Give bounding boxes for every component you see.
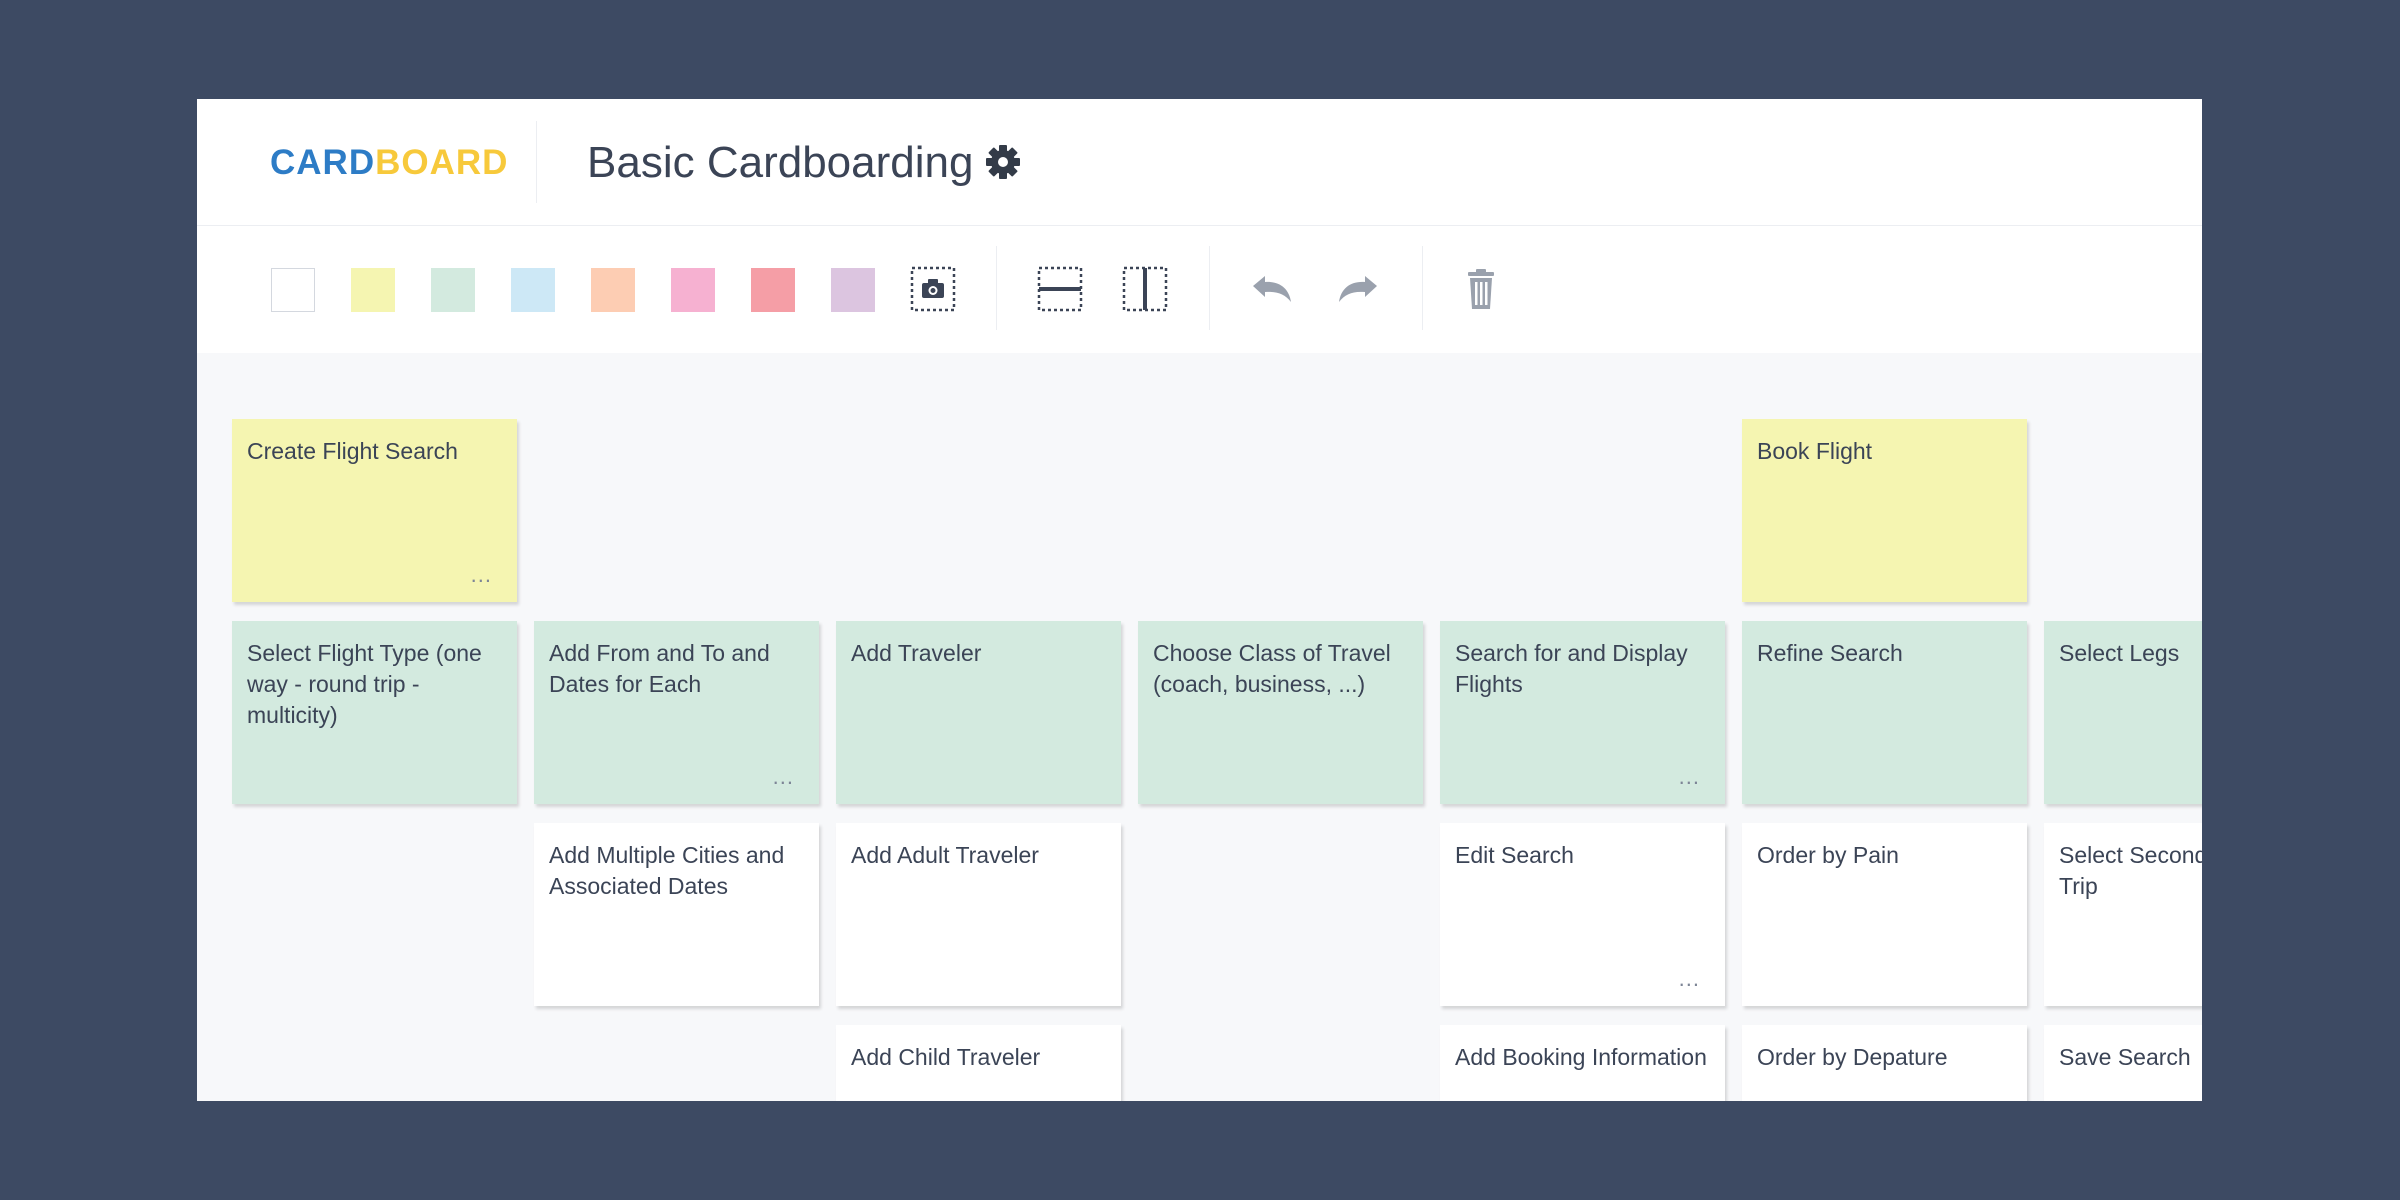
swatch-blue[interactable]	[511, 268, 555, 312]
undo-icon[interactable]	[1247, 264, 1297, 314]
card-text: Edit Search	[1455, 842, 1574, 868]
swatch-orange[interactable]	[591, 268, 635, 312]
swatch-purple[interactable]	[831, 268, 875, 312]
logo-part-board: BOARD	[375, 143, 509, 182]
story-card[interactable]: Edit Search...	[1440, 823, 1725, 1006]
gear-icon[interactable]	[984, 143, 1022, 181]
swatch-yellow[interactable]	[351, 268, 395, 312]
story-card[interactable]: Select Flight Type (one way - round trip…	[232, 621, 517, 804]
card-text: Add Adult Traveler	[851, 842, 1039, 868]
header-divider	[536, 121, 537, 203]
story-card[interactable]: Book Flight	[1742, 419, 2027, 602]
story-card[interactable]: Choose Class of Travel (coach, business,…	[1138, 621, 1423, 804]
card-text: Book Flight	[1757, 438, 1873, 464]
logo-part-card: CARD	[270, 143, 376, 182]
story-card[interactable]: Add Traveler	[836, 621, 1121, 804]
card-text: Create Flight Search	[247, 438, 458, 464]
swatch-green[interactable]	[431, 268, 475, 312]
card-text: Add Multiple Cities and Associated Dates	[549, 842, 785, 899]
insert-column-icon[interactable]	[1120, 264, 1170, 314]
card-text: Add From and To and Dates for Each	[549, 640, 770, 697]
card-more-button[interactable]: ...	[772, 764, 794, 789]
redo-icon[interactable]	[1333, 264, 1383, 314]
story-card[interactable]: Add Child Traveler	[836, 1025, 1121, 1101]
story-card[interactable]: Search for and Display Flights...	[1440, 621, 1725, 804]
story-card[interactable]: Add From and To and Dates for Each...	[534, 621, 819, 804]
story-card[interactable]: Order by Pain	[1742, 823, 2027, 1006]
story-card[interactable]: Add Adult Traveler	[836, 823, 1121, 1006]
toolbar-divider	[996, 246, 997, 330]
toolbar-divider	[1422, 246, 1423, 330]
story-card[interactable]: Order by Depature	[1742, 1025, 2027, 1101]
story-card[interactable]: Add Multiple Cities and Associated Dates	[534, 823, 819, 1006]
story-card[interactable]: Refine Search	[1742, 621, 2027, 804]
card-text: Save Search	[2059, 1044, 2191, 1070]
cardboard-app: CARDBOARD Basic Cardboarding	[197, 99, 2202, 1101]
story-card[interactable]: Select Second Multileg Trip	[2044, 823, 2202, 1006]
swatch-red[interactable]	[751, 268, 795, 312]
card-text: Select Second Multileg Trip	[2059, 842, 2202, 899]
card-text: Add Child Traveler	[851, 1044, 1041, 1070]
swatch-pink[interactable]	[671, 268, 715, 312]
card-text: Order by Depature	[1757, 1044, 1948, 1070]
story-card[interactable]: Add Booking Information	[1440, 1025, 1725, 1101]
card-text: Search for and Display Flights	[1455, 640, 1688, 697]
card-text: Add Traveler	[851, 640, 982, 666]
header: CARDBOARD Basic Cardboarding	[197, 99, 2202, 226]
card-more-button[interactable]: ...	[1678, 764, 1700, 789]
swatch-white[interactable]	[271, 268, 315, 312]
logo[interactable]: CARDBOARD	[270, 145, 508, 180]
trash-icon[interactable]	[1456, 264, 1506, 314]
insert-row-icon[interactable]	[1035, 264, 1085, 314]
board-title[interactable]: Basic Cardboarding	[587, 138, 974, 187]
card-text: Select Legs	[2059, 640, 2180, 666]
card-text: Refine Search	[1757, 640, 1903, 666]
card-more-button[interactable]: ...	[470, 562, 492, 587]
card-text: Add Booking Information	[1455, 1044, 1707, 1070]
card-more-button[interactable]: ...	[1678, 966, 1700, 991]
card-text: Choose Class of Travel (coach, business,…	[1153, 640, 1391, 697]
camera-icon[interactable]	[908, 264, 958, 314]
story-card[interactable]: Save Search	[2044, 1025, 2202, 1101]
story-card[interactable]: Select Legs	[2044, 621, 2202, 804]
toolbar	[197, 226, 2202, 353]
toolbar-divider	[1209, 246, 1210, 330]
story-card[interactable]: Create Flight Search...	[232, 419, 517, 602]
card-text: Order by Pain	[1757, 842, 1899, 868]
card-text: Select Flight Type (one way - round trip…	[247, 640, 482, 728]
